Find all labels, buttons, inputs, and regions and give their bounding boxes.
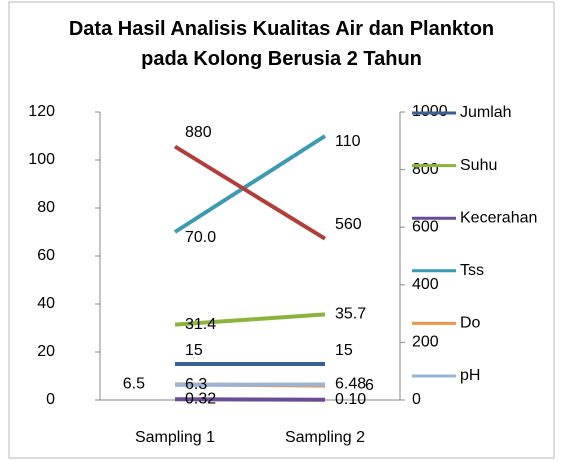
data-label: 6 (365, 377, 374, 394)
y-tick-label: 80 (37, 199, 55, 216)
data-label: 35.7 (335, 306, 366, 323)
data-label: 6.48 (335, 376, 366, 393)
y-tick-label: 60 (37, 247, 55, 264)
data-label: 70.0 (185, 229, 216, 246)
series-line (174, 397, 326, 402)
legend-label: Jumlah (460, 104, 512, 121)
data-label: 560 (335, 216, 362, 233)
y2-tick-label: 200 (412, 334, 439, 351)
data-label: 15 (185, 342, 203, 359)
data-label: 6.5 (123, 376, 145, 393)
data-label: 31.4 (185, 316, 216, 333)
y2-tick-label: 400 (412, 276, 439, 293)
x-tick-label: Sampling 1 (135, 429, 215, 446)
legend-label: Do (460, 315, 481, 332)
legend-label: pH (460, 367, 480, 384)
y-tick-label: 120 (28, 103, 55, 120)
series-line (173, 144, 327, 241)
y2-tick-label: 0 (412, 391, 421, 408)
data-label: 0.10 (335, 391, 366, 408)
legend-label: Tss (460, 262, 484, 279)
data-label: 110 (335, 133, 361, 150)
chart-border (8, 1, 555, 459)
y-tick-label: 40 (37, 295, 55, 312)
x-tick-label: Sampling 2 (285, 429, 365, 446)
data-label: 0.32 (185, 390, 216, 407)
legend-label: Suhu (460, 157, 497, 174)
data-label: 880 (185, 124, 212, 141)
chart-title: Data Hasil Analisis Kualitas Air dan Pla… (68, 18, 495, 70)
y-tick-label: 0 (46, 391, 55, 408)
y2-tick-label: 600 (412, 218, 439, 235)
data-label: 15 (335, 342, 353, 359)
y-tick-label: 100 (28, 151, 55, 168)
legend-label: Kecerahan (460, 209, 537, 226)
series-line (174, 312, 326, 327)
y-tick-label: 20 (37, 343, 55, 360)
y2-tick-label: 800 (412, 161, 439, 178)
series-line (173, 134, 327, 234)
data-label: 6.3 (185, 376, 207, 393)
